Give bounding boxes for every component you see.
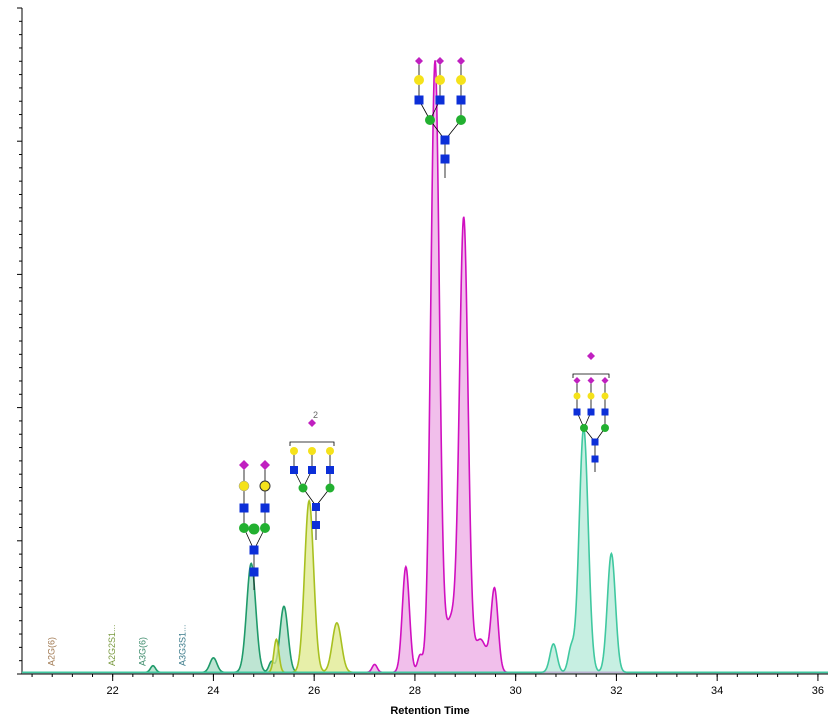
x-tick-label: 30: [510, 685, 522, 697]
series-fill-2: [22, 60, 828, 674]
x-tick-label: 28: [409, 685, 421, 697]
series-line-3: [22, 425, 828, 674]
peak-label: A2G(6): [47, 637, 57, 666]
x-tick-label: 26: [308, 685, 320, 697]
glycan-structure-triantennary-s1: 2: [289, 410, 335, 540]
x-tick-label: 32: [610, 685, 622, 697]
peak-label: A3G3S1...: [178, 624, 188, 666]
glycan-structure-tetraantennary-s1: [572, 352, 610, 472]
x-tick-label: 24: [207, 685, 219, 697]
x-tick-label: 34: [711, 685, 723, 697]
glycan-structure-biantennary: [238, 460, 271, 590]
peak-label: A3G(6): [137, 637, 147, 666]
svg-text:2: 2: [313, 410, 318, 420]
x-axis-title: Retention Time: [390, 705, 469, 717]
x-tick-label: 36: [812, 685, 824, 697]
glycan-structure-triantennary-s3: [414, 57, 466, 178]
x-tick-label: 22: [107, 685, 119, 697]
y-axis: [17, 7, 23, 675]
peak-label: A2G2S1...: [107, 624, 117, 666]
x-axis: 22 24 26 28 30 32 34 36: [22, 673, 828, 697]
peak-labels: A2G(6) A2G2S1... A3G(6) A3G3S1...: [47, 624, 188, 666]
series-layer: [22, 60, 828, 674]
series-line-2: [22, 60, 828, 674]
